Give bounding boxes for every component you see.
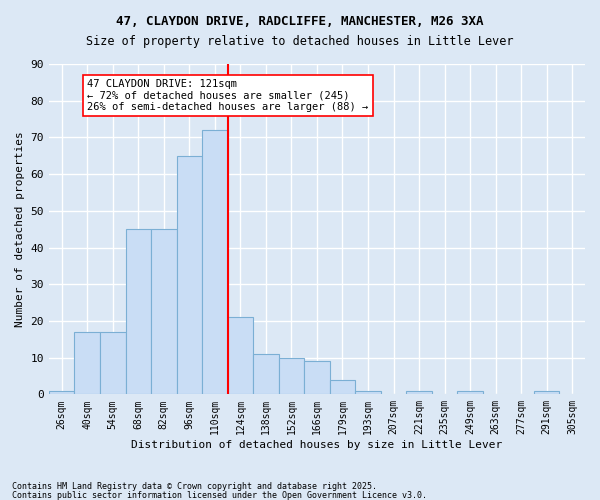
Bar [457,390,483,394]
Bar [49,390,74,394]
Bar [253,354,278,395]
Text: Contains HM Land Registry data © Crown copyright and database right 2025.: Contains HM Land Registry data © Crown c… [12,482,377,491]
Bar [151,229,176,394]
Y-axis label: Number of detached properties: Number of detached properties [15,132,25,327]
Bar [100,332,125,394]
Bar [406,390,432,394]
Bar [355,390,381,394]
Bar [534,390,559,394]
Bar [74,332,100,394]
Bar [202,130,227,394]
Text: Size of property relative to detached houses in Little Lever: Size of property relative to detached ho… [86,35,514,48]
Text: Contains public sector information licensed under the Open Government Licence v3: Contains public sector information licen… [12,490,427,500]
X-axis label: Distribution of detached houses by size in Little Lever: Distribution of detached houses by size … [131,440,503,450]
Bar [304,362,330,394]
Bar [227,318,253,394]
Text: 47 CLAYDON DRIVE: 121sqm
← 72% of detached houses are smaller (245)
26% of semi-: 47 CLAYDON DRIVE: 121sqm ← 72% of detach… [87,78,368,112]
Bar [278,358,304,395]
Bar [176,156,202,394]
Bar [330,380,355,394]
Bar [125,229,151,394]
Text: 47, CLAYDON DRIVE, RADCLIFFE, MANCHESTER, M26 3XA: 47, CLAYDON DRIVE, RADCLIFFE, MANCHESTER… [116,15,484,28]
